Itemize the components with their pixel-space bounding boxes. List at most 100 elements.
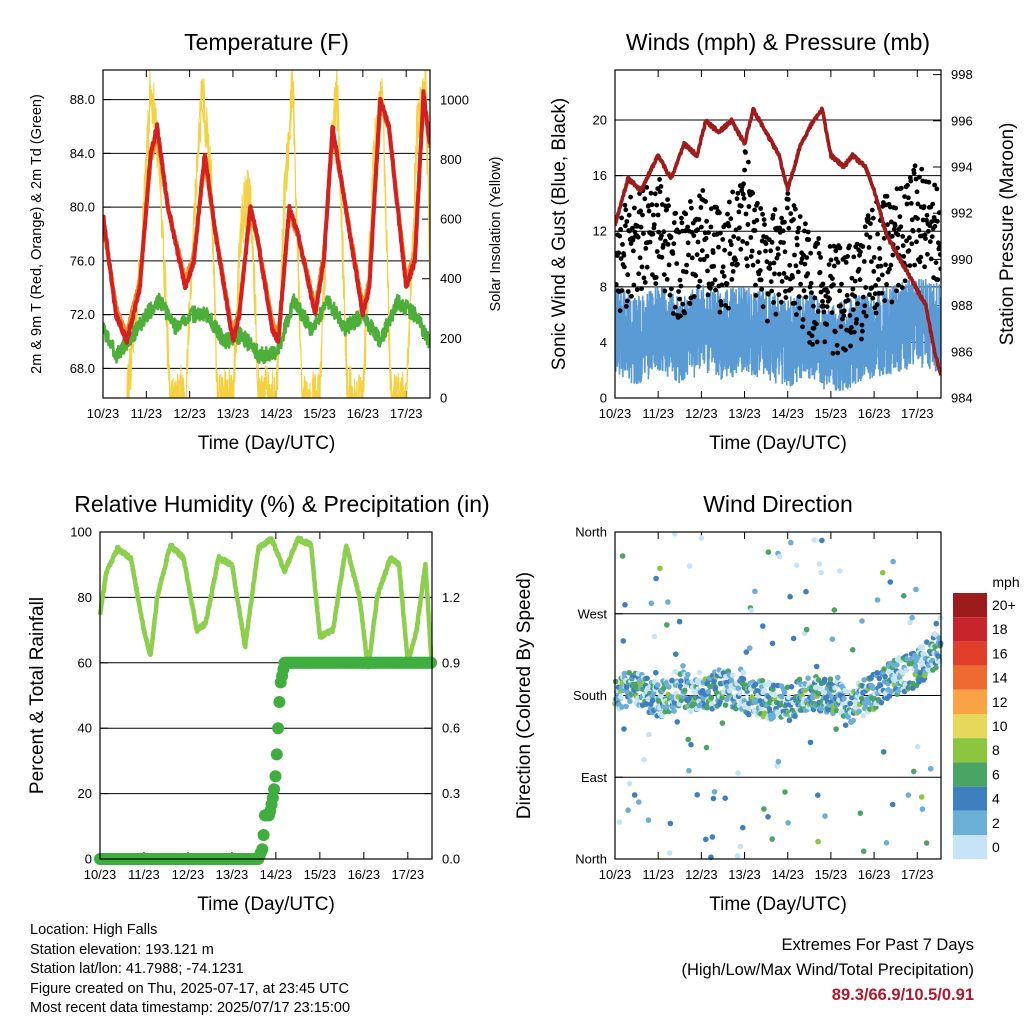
direction-point (696, 669, 703, 676)
precip-point (272, 722, 285, 735)
direction-point (883, 840, 890, 846)
gust-point (783, 295, 789, 300)
gust-point (771, 260, 777, 266)
temperature-x-tick-label: 12/23 (173, 406, 206, 421)
winds-series (615, 106, 941, 391)
gust-point (801, 252, 806, 258)
direction-point (669, 677, 675, 684)
gust-point (936, 240, 941, 246)
humidity-plot-frame (99, 531, 433, 860)
gust-point (835, 260, 841, 265)
gust-point (777, 225, 783, 231)
gust-point (899, 285, 905, 290)
gust-point (726, 223, 732, 229)
gust-point (755, 200, 760, 206)
gust-point (884, 282, 889, 287)
direction-point (818, 569, 824, 576)
humidity-x-tick-label: 11/23 (128, 867, 160, 882)
gust-point (912, 262, 917, 268)
gust-point (811, 325, 817, 331)
gust-point (887, 266, 892, 272)
gust-point (689, 205, 694, 211)
gust-point (902, 194, 907, 200)
direction-point (686, 563, 693, 569)
gust-point (894, 288, 899, 294)
gust-point (759, 286, 765, 292)
direction-point (811, 537, 818, 543)
gust-point (839, 281, 844, 287)
gust-point (619, 215, 624, 221)
temperature-y-tick-label: 84.0 (70, 146, 95, 161)
direction-y-axis-label: Direction (Colored By Speed) (514, 572, 535, 819)
winds-x-tick-label: 11/23 (642, 406, 674, 421)
gust-point (914, 239, 919, 245)
direction-point (641, 756, 647, 763)
legend-swatch (953, 689, 987, 714)
gust-point (674, 261, 680, 266)
gust-point (811, 303, 816, 309)
direction-point (827, 676, 834, 682)
gust-point (736, 236, 741, 242)
gust-point (853, 320, 859, 326)
direction-point (627, 698, 633, 705)
gust-point (708, 285, 713, 291)
gust-point (748, 254, 754, 259)
winds-y-axis-label-right: Station Pressure (Maroon) (997, 123, 1018, 346)
gust-point (915, 216, 920, 222)
direction-point (815, 792, 821, 798)
direction-point (711, 789, 718, 795)
gust-point (654, 202, 660, 208)
direction-point (842, 722, 849, 728)
direction-point (618, 694, 624, 700)
gust-point (875, 231, 880, 237)
gust-point (861, 309, 867, 315)
gust-point (746, 204, 752, 209)
direction-point (765, 814, 771, 820)
temp-2m-line (103, 89, 430, 345)
gust-point (648, 190, 654, 196)
direction-point (882, 673, 888, 680)
direction-point (803, 588, 809, 595)
gust-point (801, 288, 807, 294)
direction-point (745, 705, 752, 711)
gust-point (668, 234, 674, 240)
temperature-y-tick-label: 72.0 (70, 307, 95, 322)
gust-point (719, 269, 725, 275)
gust-point (930, 201, 936, 207)
humidity-y-tick-label: 0 (85, 852, 92, 867)
gust-point (748, 235, 754, 240)
gust-point (894, 186, 900, 192)
gust-point (862, 303, 868, 309)
direction-point (621, 670, 628, 677)
direction-point (686, 767, 692, 774)
gust-point (834, 342, 840, 348)
gust-point (810, 342, 815, 347)
gust-point (822, 339, 828, 345)
direction-point (912, 663, 919, 669)
direction-x-tick-label: 17/23 (901, 867, 934, 882)
legend-label: 6 (992, 766, 1000, 782)
gust-point (902, 278, 908, 284)
direction-x-tick-label: 13/23 (728, 867, 761, 882)
direction-point (886, 693, 893, 699)
direction-point (889, 801, 896, 808)
gust-point (713, 287, 718, 293)
gust-point (625, 289, 631, 294)
gust-point (708, 224, 714, 230)
gust-point (772, 271, 777, 277)
direction-point (819, 537, 825, 544)
gust-point (877, 256, 883, 261)
direction-point (802, 687, 809, 694)
gust-point (744, 241, 750, 246)
gust-point (923, 236, 928, 242)
direction-point (735, 770, 741, 776)
gust-point (624, 298, 630, 304)
direction-point (712, 684, 719, 691)
gust-point (869, 285, 875, 290)
gust-point (876, 277, 881, 282)
gust-point (750, 190, 756, 196)
gust-point (795, 269, 801, 275)
gust-point (743, 150, 748, 155)
gust-point (740, 239, 746, 244)
